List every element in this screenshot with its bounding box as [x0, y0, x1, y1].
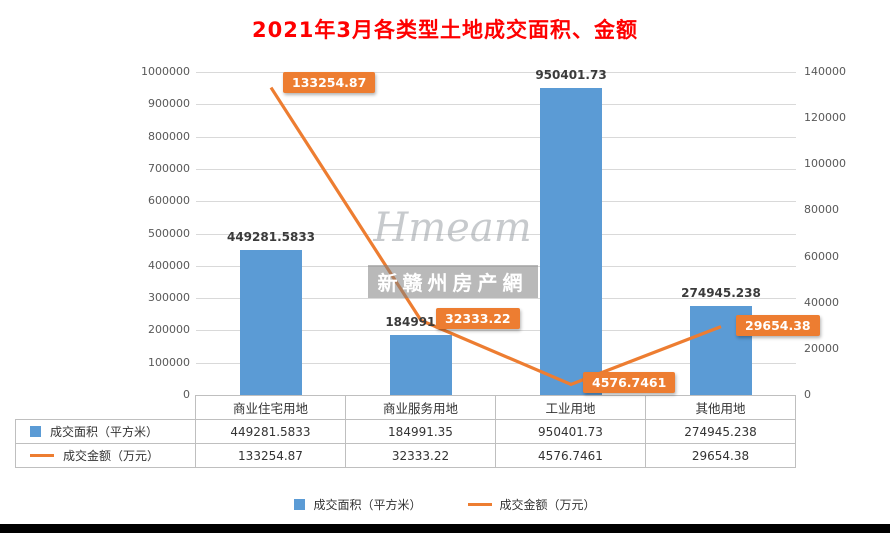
left-axis-tick: 500000	[148, 226, 190, 240]
left-axis-tick: 900000	[148, 97, 190, 111]
left-axis-tick: 0	[183, 388, 190, 401]
table-value-cell: 32333.22	[346, 444, 496, 468]
right-axis-tick: 0	[804, 388, 811, 401]
table-value-cell: 184991.35	[346, 420, 496, 444]
legend-item: 成交面积（平方米）	[294, 496, 422, 513]
table-value-cell: 449281.5833	[196, 420, 346, 444]
gridline	[196, 104, 796, 106]
gridline	[196, 136, 796, 138]
gridline	[196, 201, 796, 203]
bar-value-label: 950401.73	[535, 68, 607, 83]
left-axis-tick: 800000	[148, 129, 190, 143]
table-value-cell: 4576.7461	[496, 444, 646, 468]
left-axis-tick: 200000	[148, 323, 190, 337]
left-axis-tick: 700000	[148, 161, 190, 175]
table-value-cell: 133254.87	[196, 444, 346, 468]
legend-label: 成交面积（平方米）	[313, 498, 422, 512]
data-table: 商业住宅用地 商业服务用地 工业用地 其他用地成交面积（平方米） 449281.5833…	[15, 395, 796, 468]
left-axis-tick: 600000	[148, 194, 190, 208]
gridline	[196, 330, 796, 332]
gridline	[196, 72, 796, 73]
right-axis-tick: 120000	[804, 111, 846, 125]
gridline	[196, 362, 796, 364]
legend-bar-swatch	[294, 499, 306, 510]
line-value-label: 29654.38	[736, 314, 820, 336]
right-axis-tick: 20000	[804, 341, 839, 355]
table-corner	[15, 395, 196, 420]
left-axis-tick: 1000000	[141, 65, 190, 78]
bar-series-swatch	[30, 426, 41, 437]
line-value-label: 32333.22	[436, 308, 520, 330]
left-axis-tick: 400000	[148, 258, 190, 272]
line-value-label: 133254.87	[283, 71, 376, 93]
right-axis-tick: 60000	[804, 249, 839, 263]
category-header: 商业住宅用地	[196, 395, 346, 420]
category-header: 商业服务用地	[346, 395, 496, 420]
series-row-header: 成交金额（万元）	[15, 444, 196, 468]
series-name-label: 成交面积（平方米）	[50, 425, 159, 439]
table-value-cell: 29654.38	[646, 444, 796, 468]
category-header: 其他用地	[646, 395, 796, 420]
table-value-cell: 274945.238	[646, 420, 796, 444]
gridline	[196, 168, 796, 170]
bottom-black-bar	[0, 524, 890, 533]
legend-item: 成交金额（万元）	[467, 496, 596, 513]
bar	[390, 335, 452, 395]
right-axis-tick: 40000	[804, 295, 839, 309]
right-axis-tick: 140000	[804, 65, 846, 78]
line-value-label: 4576.7461	[583, 372, 676, 394]
series-name-label: 成交金额（万元）	[63, 449, 160, 463]
bar-value-label: 274945.238	[681, 286, 761, 301]
line-series-swatch	[30, 454, 54, 457]
category-header: 工业用地	[496, 395, 646, 420]
line-path	[269, 86, 722, 387]
bar	[240, 249, 302, 395]
right-axis-tick: 100000	[804, 157, 846, 171]
left-axis-tick: 300000	[148, 291, 190, 305]
bar	[540, 88, 602, 395]
gridline	[196, 233, 796, 235]
chart-title: 2021年3月各类型土地成交面积、金额	[251, 18, 639, 42]
table-value-cell: 950401.73	[496, 420, 646, 444]
chart-legend: 成交面积（平方米） 成交金额（万元）	[0, 496, 890, 513]
line-series	[269, 86, 722, 387]
series-row-header: 成交面积（平方米）	[15, 420, 196, 444]
bar-value-label: 449281.5833	[226, 229, 316, 244]
legend-line-swatch	[467, 503, 492, 506]
gridline	[196, 298, 796, 300]
right-axis-tick: 80000	[804, 203, 839, 217]
left-axis-tick: 100000	[148, 355, 190, 369]
legend-label: 成交金额（万元）	[499, 498, 596, 512]
